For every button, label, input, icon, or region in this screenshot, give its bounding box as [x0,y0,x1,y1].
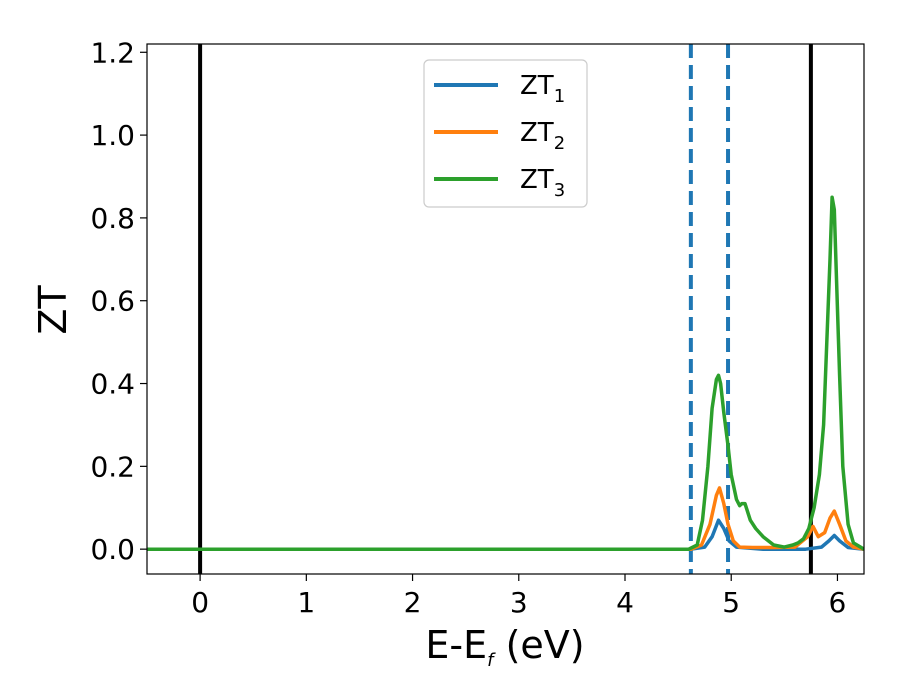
y-tick-label: 0.8 [90,202,135,235]
series-line-3 [147,195,864,551]
legend-entry-1: ZT1 [520,71,565,107]
series-line-1 [147,518,864,551]
y-axis-label: ZT [31,285,75,335]
axes: 0 1 2 3 4 5 6 0.0 0.2 0.4 0.6 0.8 1.0 1.2 [90,36,865,619]
y-tick-label: 1.2 [90,36,135,69]
legend-entry-3: ZT3 [520,165,565,201]
y-tick-label: 1.0 [90,119,135,152]
x-tick-label: 4 [616,586,634,619]
legend-entry-2: ZT2 [520,118,565,154]
plot-frame [146,43,865,575]
x-tick-label: 1 [297,586,315,619]
x-tick-label: 6 [829,586,847,619]
x-axis-label: E-Ef (eV) [425,623,584,671]
series-line-2 [147,486,864,551]
y-tick-label: 0.4 [90,368,135,401]
y-tick-label: 0.6 [90,285,135,318]
x-tick-label: 5 [722,586,740,619]
legend-box [423,59,588,208]
x-tick-label: 0 [191,586,209,619]
y-tick-label: 0.0 [90,533,135,566]
y-tick-label: 0.2 [90,450,135,483]
x-tick-label: 2 [404,586,422,619]
plot-area [147,44,864,574]
x-tick-label: 3 [510,586,528,619]
plot-clip-group [147,44,864,574]
legend: ZT1 ZT2 ZT3 [423,59,588,208]
